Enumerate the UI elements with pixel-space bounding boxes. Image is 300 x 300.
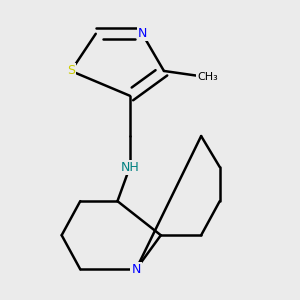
Text: NH: NH: [121, 160, 139, 173]
Text: S: S: [67, 64, 75, 77]
Text: N: N: [138, 27, 147, 40]
Text: CH₃: CH₃: [197, 72, 218, 82]
Text: N: N: [131, 263, 141, 276]
